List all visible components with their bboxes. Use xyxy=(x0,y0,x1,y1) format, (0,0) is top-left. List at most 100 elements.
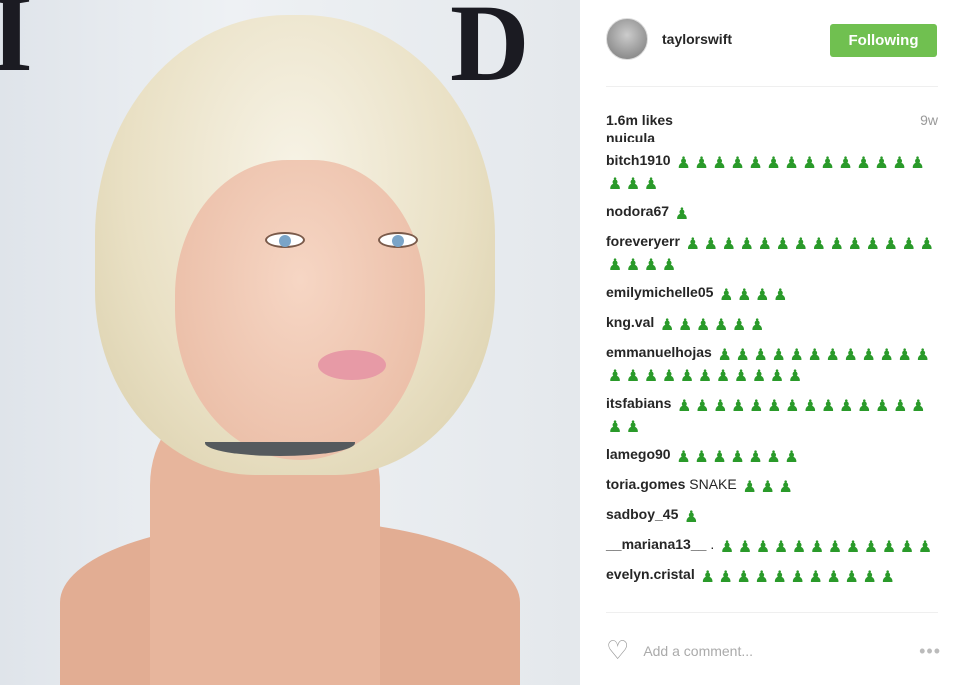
eye xyxy=(265,232,305,248)
snake-emoji: ♟ xyxy=(785,396,800,415)
comment-username[interactable]: emilymichelle05 xyxy=(606,284,714,300)
snake-emoji: ♟ xyxy=(917,537,933,556)
comment-username[interactable]: nodora67 xyxy=(606,203,670,219)
snake-emoji: ♟ xyxy=(879,345,894,364)
comment: evelyn.cristal ♟ ♟ ♟ ♟ ♟ ♟ ♟ ♟ ♟ ♟ ♟ xyxy=(606,565,941,586)
snake-emoji: ♟ xyxy=(910,153,925,172)
heart-icon[interactable]: ♡ xyxy=(606,636,630,666)
add-comment-input[interactable]: Add a comment... xyxy=(643,643,754,659)
snake-emoji: ♟ xyxy=(874,153,889,172)
snake-emoji: ♟ xyxy=(733,366,749,385)
snake-emoji: ♟ xyxy=(883,234,898,253)
snake-emoji: ♟ xyxy=(643,366,659,385)
snake-emoji: ♟ xyxy=(772,567,787,586)
comment-username[interactable]: __mariana13__ xyxy=(606,536,707,552)
snake-emoji: ♟ xyxy=(760,477,775,496)
post-photo: I D xyxy=(0,0,580,685)
snake-emoji: ♟ xyxy=(737,537,753,556)
comment: foreveryerr ♟ ♟ ♟ ♟ ♟ ♟ ♟ ♟ ♟ ♟ ♟ ♟ ♟ ♟♟ ♟ ♟ ♟ xyxy=(606,232,941,274)
snake-emoji: ♟ xyxy=(685,234,700,253)
comment: nodora67 ♟ xyxy=(606,202,941,223)
more-options-icon[interactable]: ••• xyxy=(919,640,941,661)
snake-emoji: ♟ xyxy=(697,366,713,385)
snake-emoji: ♟ xyxy=(712,447,727,466)
snake-emoji: ♟ xyxy=(811,234,826,253)
comment-list[interactable]: nuicula bitch1910 ♟ ♟ ♟ ♟ ♟ ♟ ♟ ♟ ♟ ♟ ♟ ♟ ♟ ♟ ♟ ♟ ♟ nodor… xyxy=(606,131,941,586)
snake-emoji: ♟ xyxy=(676,153,691,172)
snake-emoji: ♟ xyxy=(784,153,799,172)
comment-username[interactable]: evelyn.cristal xyxy=(606,566,695,582)
snake-emoji: ♟ xyxy=(826,567,841,586)
snake-emoji: ♟ xyxy=(625,174,641,193)
snake-emoji: ♟ xyxy=(875,396,890,415)
snake-emoji: ♟ xyxy=(695,396,710,415)
snake-emoji: ♟ xyxy=(769,366,785,385)
eye xyxy=(378,232,418,248)
snake-emoji: ♟ xyxy=(730,447,745,466)
snake-emoji: ♟ xyxy=(677,396,692,415)
snake-emoji: ♟ xyxy=(659,315,675,334)
snake-emoji: ♟ xyxy=(847,234,862,253)
snake-emoji: ♟ xyxy=(787,366,803,385)
snake-emoji: ♟ xyxy=(625,417,641,436)
snake-emoji: ♟ xyxy=(749,315,765,334)
divider xyxy=(606,86,938,87)
snake-emoji: ♟ xyxy=(803,396,818,415)
snake-emoji: ♟ xyxy=(897,345,912,364)
snake-emoji: ♟ xyxy=(735,345,750,364)
snake-emoji: ♟ xyxy=(730,153,745,172)
snake-emoji: ♟ xyxy=(661,366,677,385)
snake-emoji: ♟ xyxy=(919,234,934,253)
comment-username[interactable]: itsfabians xyxy=(606,395,672,411)
snake-emoji: ♟ xyxy=(802,153,817,172)
snake-emoji: ♟ xyxy=(748,447,763,466)
snake-emoji: ♟ xyxy=(684,507,699,526)
snake-emoji: ♟ xyxy=(861,345,876,364)
post-time: 9w xyxy=(920,112,938,128)
snake-emoji: ♟ xyxy=(838,153,853,172)
comment-username[interactable]: foreveryerr xyxy=(606,233,680,249)
comment-clipped: nuicula xyxy=(606,131,656,142)
snake-emoji: ♟ xyxy=(809,537,825,556)
comment-username[interactable]: kng.val xyxy=(606,314,655,330)
snake-emoji: ♟ xyxy=(773,285,788,304)
snake-emoji: ♟ xyxy=(754,567,769,586)
snake-emoji: ♟ xyxy=(749,396,764,415)
avatar[interactable] xyxy=(606,18,648,60)
snake-emoji: ♟ xyxy=(881,537,897,556)
following-button[interactable]: Following xyxy=(830,24,937,57)
snake-emoji: ♟ xyxy=(766,153,781,172)
comment-username[interactable]: sadboy_45 xyxy=(606,506,679,522)
snake-emoji: ♟ xyxy=(865,234,880,253)
snake-emoji: ♟ xyxy=(784,447,799,466)
comment-bar: ♡ Add a comment... ••• xyxy=(606,638,941,664)
snake-emoji: ♟ xyxy=(825,345,840,364)
comment-username[interactable]: emmanuelhojas xyxy=(606,344,712,360)
snake-emoji: ♟ xyxy=(808,567,823,586)
snake-emoji: ♟ xyxy=(643,255,659,274)
comment-text: . xyxy=(710,536,715,552)
snake-emoji: ♟ xyxy=(679,366,695,385)
snake-emoji: ♟ xyxy=(880,567,895,586)
divider xyxy=(606,612,938,613)
likes-count[interactable]: 1.6m likes xyxy=(606,112,673,128)
snake-emoji: ♟ xyxy=(731,315,747,334)
snake-emoji: ♟ xyxy=(789,345,804,364)
snake-emoji: ♟ xyxy=(790,567,805,586)
comment: emmanuelhojas ♟ ♟ ♟ ♟ ♟ ♟ ♟ ♟ ♟ ♟ ♟ ♟♟ ♟ ♟ ♟ ♟ ♟ ♟ ♟ ♟ ♟ ♟ xyxy=(606,343,941,385)
snake-emoji: ♟ xyxy=(755,285,770,304)
username-link[interactable]: taylorswift xyxy=(662,31,733,47)
snake-emoji: ♟ xyxy=(607,417,623,436)
snake-emoji: ♟ xyxy=(901,234,916,253)
snake-emoji: ♟ xyxy=(718,567,733,586)
snake-emoji: ♟ xyxy=(856,153,871,172)
snake-emoji: ♟ xyxy=(821,396,836,415)
comment-username[interactable]: bitch1910 xyxy=(606,152,671,168)
snake-emoji: ♟ xyxy=(607,366,623,385)
snake-emoji: ♟ xyxy=(771,345,786,364)
snake-emoji: ♟ xyxy=(863,537,879,556)
backdrop-letter: I xyxy=(0,0,33,94)
comment-username[interactable]: toria.gomes xyxy=(606,476,686,492)
comment-username[interactable]: lamego90 xyxy=(606,446,671,462)
snake-emoji: ♟ xyxy=(607,255,623,274)
